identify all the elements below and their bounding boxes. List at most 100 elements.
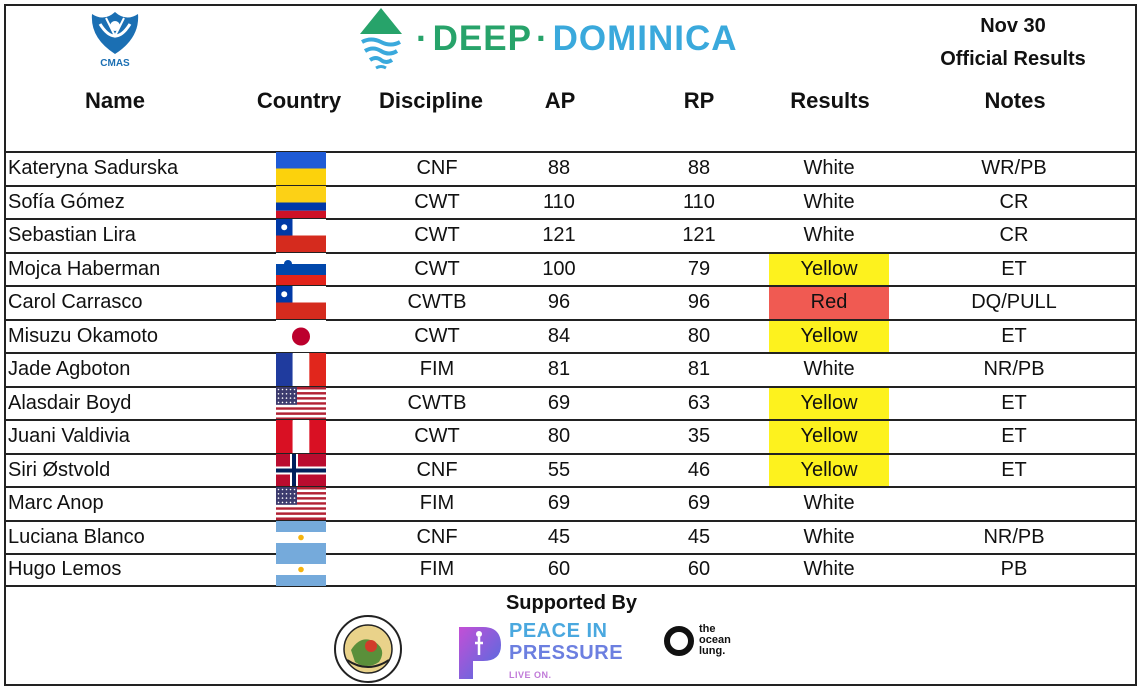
table-row: Marc Anop FIM 69 69 White (4, 486, 1137, 521)
notes: ET (1001, 257, 1027, 280)
notes (934, 488, 1094, 520)
country-flag (266, 286, 336, 320)
table-row: Jade Agboton FIM 81 81 White NR/PB (4, 352, 1137, 387)
athlete-name: Sofía Gómez (8, 190, 125, 213)
peace-in-pressure-text: PEACE IN PRESSURE LIVE ON. (509, 620, 623, 686)
country-flag (266, 520, 336, 554)
athlete-name: Kateryna Sadurska (8, 157, 179, 180)
date-box: Nov 30 Official Results (918, 10, 1108, 76)
discipline: CWTB (407, 391, 467, 414)
chile-flag-icon (276, 286, 326, 320)
notes: NR/PB (983, 525, 1045, 548)
results-subtitle: Official Results (940, 48, 1086, 70)
result-card: Yellow (769, 320, 889, 352)
realized-performance: 45 (687, 525, 711, 548)
notes: WR/PB (981, 157, 1047, 180)
notes: CR (999, 224, 1029, 247)
result-card: Yellow (769, 421, 889, 453)
column-header-rp: RP (683, 88, 715, 113)
pip-tagline: LIVE ON. (509, 670, 552, 680)
result-card: White (803, 492, 855, 515)
table-row: Kateryna Sadurska CNF 88 88 White WR/PB (4, 151, 1137, 186)
chile-flag-icon (276, 219, 326, 253)
discipline: CNF (416, 157, 458, 180)
announced-performance: 45 (547, 525, 571, 548)
table-row: Siri Østvold CNF 55 46 Yellow ET (4, 452, 1137, 487)
result-card: White (803, 190, 855, 213)
discipline: CWT (414, 257, 460, 280)
cmas-logo: CMAS (86, 8, 144, 72)
athlete-name: Hugo Lemos (8, 558, 122, 581)
table-row: Sofía Gómez CWT 110 110 White CR (4, 184, 1137, 219)
discipline: FIM (419, 358, 455, 381)
country-flag (266, 420, 336, 454)
announced-performance: 96 (547, 291, 571, 314)
brand-title: · DEEP · DOMINICA (416, 19, 738, 58)
realized-performance: 110 (683, 190, 715, 213)
notes: CR (999, 190, 1029, 213)
announced-performance: 60 (547, 558, 571, 581)
notes: ET (1001, 391, 1027, 414)
country-flag (266, 219, 336, 253)
announced-performance: 69 (547, 391, 571, 414)
discipline: CNF (416, 525, 458, 548)
announced-performance: 88 (547, 157, 571, 180)
discipline: CWT (414, 224, 460, 247)
realized-performance: 35 (687, 425, 711, 448)
country-flag (266, 319, 336, 353)
peace-in-pressure-logo: PEACE IN PRESSURE LIVE ON. (455, 620, 623, 686)
result-card: White (803, 358, 855, 381)
realized-performance: 69 (687, 492, 711, 515)
notes: ET (1001, 458, 1027, 481)
table-row: Luciana Blanco CNF 45 45 White NR/PB (4, 519, 1137, 554)
announced-performance: 84 (547, 324, 571, 347)
argentina-flag-icon (276, 553, 326, 587)
discipline: CNF (416, 458, 458, 481)
athlete-name: Carol Carrasco (8, 291, 143, 314)
realized-performance: 81 (687, 358, 711, 381)
announced-performance: 121 (542, 224, 576, 247)
discipline: FIM (419, 558, 455, 581)
realized-performance: 46 (687, 458, 711, 481)
table-row: Sebastian Lira CWT 121 121 White CR (4, 218, 1137, 253)
result-card: Yellow (769, 253, 889, 285)
discipline: CWTB (407, 291, 467, 314)
athlete-name: Misuzu Okamoto (8, 324, 159, 347)
announced-performance: 81 (547, 358, 571, 381)
notes: ET (1001, 425, 1027, 448)
result-card: White (803, 157, 855, 180)
announced-performance: 69 (547, 492, 571, 515)
country-flag (266, 353, 336, 387)
discipline: CWT (414, 324, 460, 347)
notes: ET (1001, 324, 1027, 347)
athlete-name: Sebastian Lira (8, 224, 136, 247)
country-flag (266, 553, 336, 587)
supported-by-label: Supported By (505, 592, 638, 614)
table-row: Mojca Haberman CWT 100 79 Yellow ET (4, 251, 1137, 286)
column-header-country: Country (256, 88, 342, 113)
announced-performance: 55 (547, 458, 571, 481)
athlete-name: Jade Agboton (8, 358, 131, 381)
country-flag (266, 152, 336, 186)
japan-flag-icon (276, 319, 326, 353)
column-header-results: Results (790, 88, 870, 113)
event-date: Nov 30 (980, 15, 1046, 37)
ukraine-flag-icon (276, 152, 326, 186)
announced-performance: 100 (542, 257, 576, 280)
ocean-lung-text: the ocean lung. (699, 624, 731, 657)
table-row: Hugo Lemos FIM 60 60 White PB (4, 553, 1137, 587)
pip-line-1: PEACE IN (509, 620, 608, 642)
column-header-notes: Notes (984, 88, 1046, 113)
athlete-name: Siri Østvold (8, 458, 111, 481)
result-card: White (803, 224, 855, 247)
france-flag-icon (276, 353, 326, 387)
realized-performance: 96 (687, 291, 711, 314)
usa-flag-icon (276, 386, 326, 420)
realized-performance: 79 (687, 257, 711, 280)
brand-word-deep: DEEP (432, 19, 532, 58)
notes: DQ/PULL (971, 291, 1057, 314)
nature-island-dive-emblem-icon (334, 615, 402, 683)
cmas-emblem-icon (91, 12, 139, 54)
water-drop-icon (360, 8, 402, 70)
discipline: CWT (414, 425, 460, 448)
